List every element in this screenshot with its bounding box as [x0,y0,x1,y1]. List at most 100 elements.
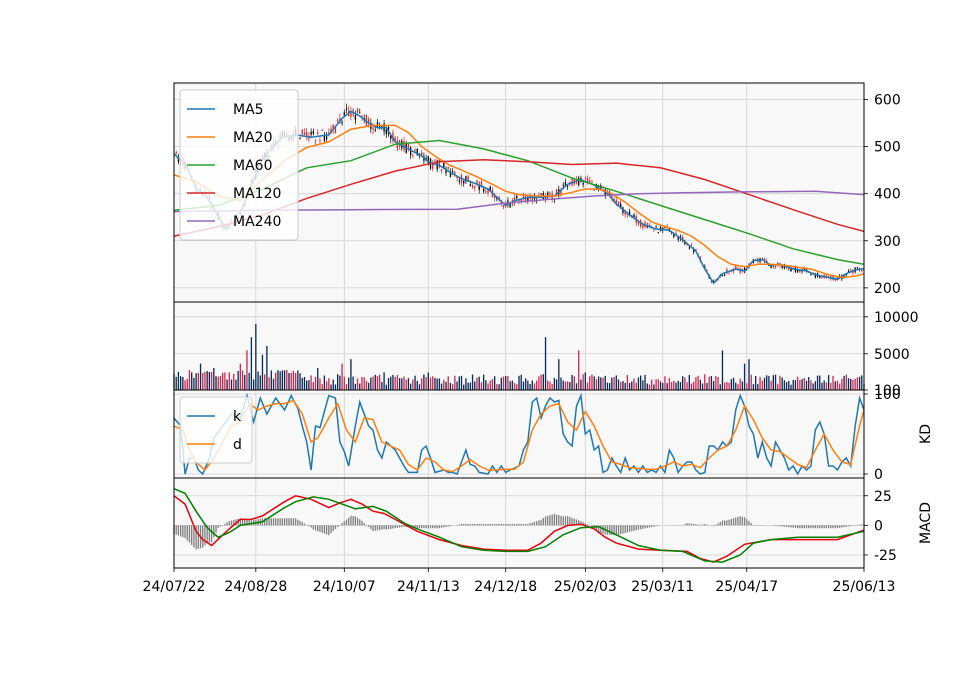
volume-bar [565,382,566,390]
volume-bar [733,378,734,390]
macd-histogram-bar [629,525,630,532]
macd-histogram-bar [198,525,199,548]
volume-bar [644,375,645,390]
macd-histogram-bar [567,516,568,525]
volume-bar [516,384,517,390]
macd-histogram-bar [348,518,349,526]
price-y-tick-label: 400 [874,187,901,203]
macd-histogram-bar [178,525,179,535]
macd-histogram-bar [394,525,395,528]
macd-histogram-bar [640,525,641,529]
macd-histogram-bar [509,524,510,525]
macd-histogram-bar [684,524,685,525]
volume-bar [487,384,488,390]
volume-bar [302,378,303,390]
volume-bar [744,364,745,390]
macd-histogram-bar [843,525,844,527]
macd-histogram-bar [474,524,475,525]
volume-bar [231,379,232,390]
volume-bar [202,373,203,390]
volume-bar [706,383,707,390]
volume-bar [293,371,294,390]
volume-bar [271,370,272,390]
macd-histogram-bar [330,525,331,533]
macd-histogram-bar [525,524,526,525]
macd-histogram-bar [302,522,303,525]
volume-bar [337,374,338,390]
volume-bar [728,383,729,390]
volume-bar [412,379,413,390]
macd-histogram-bar [777,525,778,526]
macd-histogram-bar [346,519,347,525]
macd-histogram-bar [271,518,272,525]
candle-body [516,196,517,198]
candle-body [359,112,360,113]
candle-body [315,140,316,141]
volume-bar [724,383,725,390]
volume-bar [638,378,639,390]
volume-bar [421,378,422,390]
macd-histogram-bar [620,525,621,534]
candle-body [302,130,303,134]
macd-histogram-bar [399,525,400,527]
volume-bar [282,370,283,390]
volume-bar [264,374,265,390]
volume-bar [291,373,292,390]
macd-histogram-bar [344,521,345,525]
macd-histogram-bar [390,525,391,529]
volume-bar [222,373,223,390]
volume-bar [571,375,572,390]
volume-bar [527,381,528,390]
macd-histogram-bar [483,524,484,525]
volume-bar [326,381,327,390]
macd-histogram-bar [713,525,714,526]
volume-bar [352,376,353,390]
volume-bar [640,376,641,390]
volume-bar [428,372,429,390]
macd-histogram-bar [432,525,433,528]
macd-histogram-bar [372,525,373,531]
macd-histogram-bar [804,525,805,528]
volume-bar [691,384,692,390]
kd-legend: kd [180,397,252,463]
macd-histogram-bar [689,523,690,525]
volume-bar [620,382,621,390]
candle-body [317,132,318,134]
macd-histogram-bar [428,525,429,528]
candle-body [582,183,583,185]
macd-histogram-bar [737,517,738,526]
volume-bar [624,383,625,390]
volume-bar [609,383,610,390]
volume-bar [759,377,760,390]
volume-bar [622,381,623,390]
macd-histogram-bar [315,525,316,530]
macd-histogram-bar [746,519,747,525]
volume-bar [839,384,840,390]
candle-body [319,140,320,141]
macd-histogram-bar [304,524,305,526]
volume-bar [770,381,771,390]
volume-bar [540,375,541,390]
volume-bar [257,372,258,390]
macd-histogram-bar [310,525,311,527]
volume-bar [669,378,670,390]
volume-bar [658,379,659,390]
volume-bar [569,382,570,390]
macd-histogram-bar [341,523,342,525]
macd-histogram-bar [540,520,541,526]
macd-histogram-bar [403,525,404,526]
volume-bar [611,378,612,390]
macd-histogram-bar [686,523,687,525]
volume-bar [198,373,199,390]
candle-body [591,181,592,182]
volume-bar [817,376,818,390]
macd-histogram-bar [722,521,723,526]
macd-histogram-bar [824,525,825,528]
volume-bar [251,337,252,390]
candle-body [459,181,460,182]
macd-histogram-bar [512,524,513,525]
macd-histogram-bar [784,525,785,526]
volume-bar [319,379,320,390]
macd-histogram-bar [651,525,652,527]
macd-histogram-bar [335,525,336,529]
